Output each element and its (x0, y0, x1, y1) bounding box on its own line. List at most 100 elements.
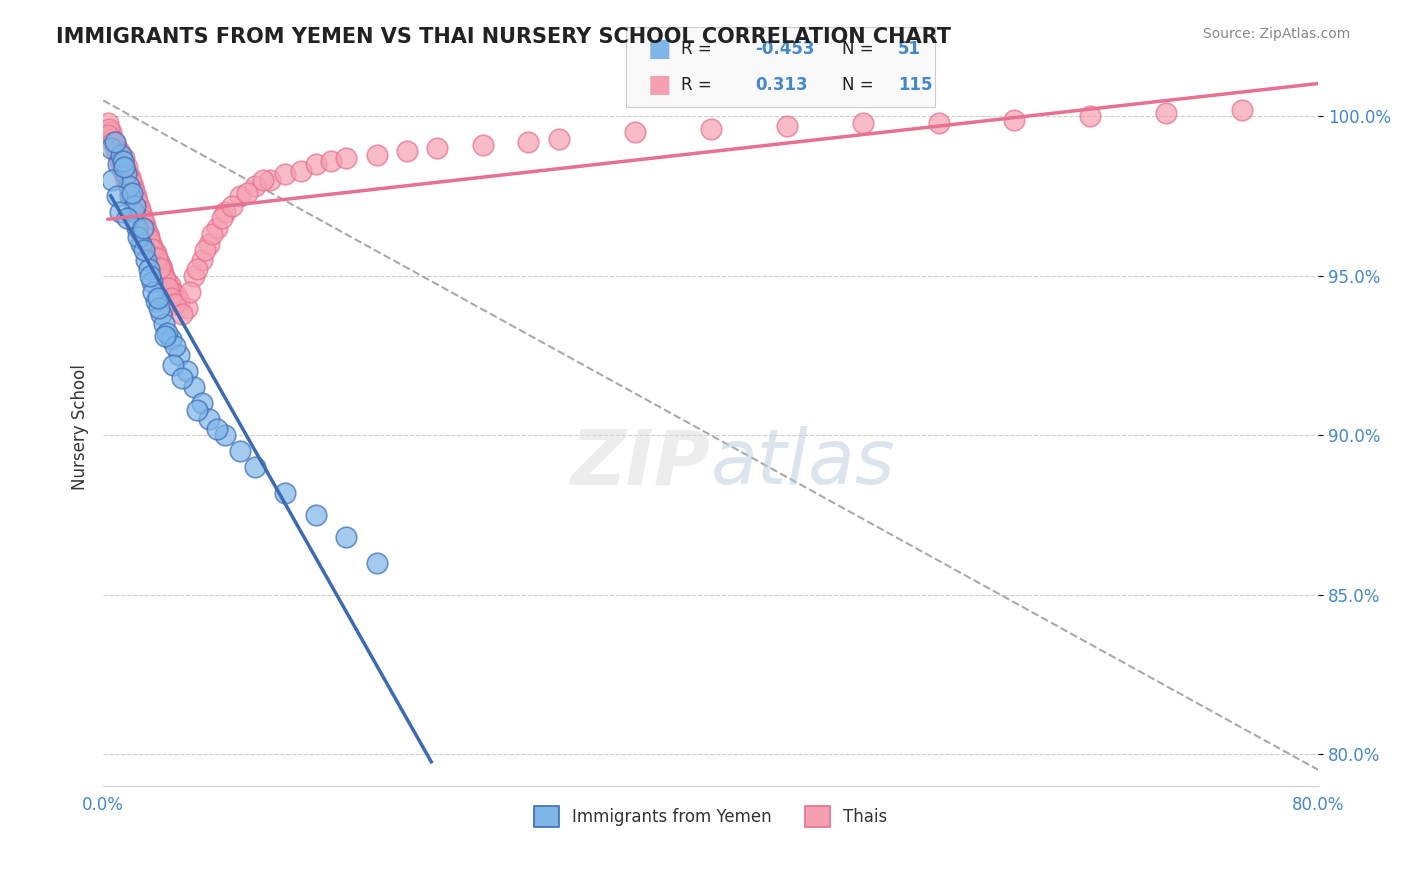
Point (128, 208, 150, 222)
Point (108, 145, 131, 159)
Point (153, 317, 176, 331)
Point (122, 184, 145, 198)
Point (112, 167, 135, 181)
Point (149, 259, 172, 273)
Point (117, 211, 139, 226)
Text: 115: 115 (898, 76, 932, 94)
Point (134, 221, 156, 235)
Point (366, 147, 388, 161)
Point (146, 251, 169, 265)
Point (148, 256, 170, 270)
Point (143, 246, 166, 260)
Point (335, 530, 357, 544)
Text: 51: 51 (898, 40, 921, 58)
Point (194, 244, 217, 258)
Point (131, 221, 153, 235)
Point (167, 294, 190, 309)
Point (128, 198, 150, 212)
Point (274, 167, 297, 181)
Point (201, 227, 224, 242)
Point (183, 380, 205, 394)
Point (97, 128, 120, 143)
Point (1156, 106, 1178, 120)
Point (157, 281, 180, 295)
Point (243, 460, 266, 475)
Point (165, 288, 187, 302)
Point (198, 236, 221, 251)
Point (153, 268, 176, 283)
Point (122, 205, 145, 219)
Point (167, 348, 190, 362)
Point (118, 179, 141, 194)
Point (205, 221, 228, 235)
Point (139, 236, 162, 251)
Point (121, 186, 143, 200)
Point (163, 339, 186, 353)
Point (191, 396, 214, 410)
Point (139, 268, 162, 283)
Point (186, 262, 208, 277)
Point (319, 153, 342, 168)
Point (1232, 103, 1254, 117)
Point (115, 167, 138, 181)
Legend: Immigrants from Yemen, Thais: Immigrants from Yemen, Thais (526, 797, 896, 835)
Point (138, 262, 160, 277)
Point (290, 163, 312, 178)
Point (110, 153, 132, 167)
Point (101, 173, 124, 187)
Point (150, 266, 173, 280)
Point (141, 240, 163, 254)
Point (104, 135, 127, 149)
Point (145, 294, 167, 309)
Point (146, 291, 169, 305)
Point (117, 169, 139, 183)
Point (146, 252, 169, 267)
Text: N =: N = (842, 40, 879, 58)
Text: ZIP: ZIP (571, 426, 710, 500)
Point (305, 508, 328, 522)
Point (305, 157, 328, 171)
Point (205, 422, 228, 436)
Point (120, 186, 142, 200)
Point (118, 179, 141, 194)
Point (214, 205, 236, 219)
Point (145, 250, 167, 264)
Text: 0.313: 0.313 (755, 76, 808, 94)
Point (149, 307, 172, 321)
Point (127, 230, 149, 244)
Point (107, 157, 129, 171)
Point (145, 246, 167, 260)
Point (121, 189, 143, 203)
Point (155, 329, 177, 343)
Point (172, 370, 194, 384)
Point (105, 143, 128, 157)
Point (112, 161, 135, 175)
Text: -0.453: -0.453 (755, 40, 815, 58)
Text: IMMIGRANTS FROM YEMEN VS THAI NURSERY SCHOOL CORRELATION CHART: IMMIGRANTS FROM YEMEN VS THAI NURSERY SC… (56, 27, 952, 46)
Point (125, 189, 148, 203)
Point (127, 205, 149, 219)
Point (547, 131, 569, 145)
Point (117, 176, 139, 190)
Point (131, 208, 153, 222)
Point (97, 116, 120, 130)
Point (395, 145, 418, 159)
Point (136, 227, 159, 242)
Point (118, 169, 141, 184)
Point (775, 119, 797, 133)
Point (229, 444, 252, 458)
Point (162, 358, 184, 372)
Point (155, 272, 177, 286)
Point (120, 175, 142, 189)
Point (139, 236, 162, 251)
Point (150, 262, 173, 277)
Point (115, 161, 138, 175)
Point (136, 227, 159, 242)
Point (115, 173, 138, 187)
Point (471, 138, 494, 153)
Point (259, 173, 281, 187)
Point (110, 157, 132, 171)
Point (129, 203, 152, 218)
Point (198, 412, 221, 426)
Point (110, 147, 132, 161)
